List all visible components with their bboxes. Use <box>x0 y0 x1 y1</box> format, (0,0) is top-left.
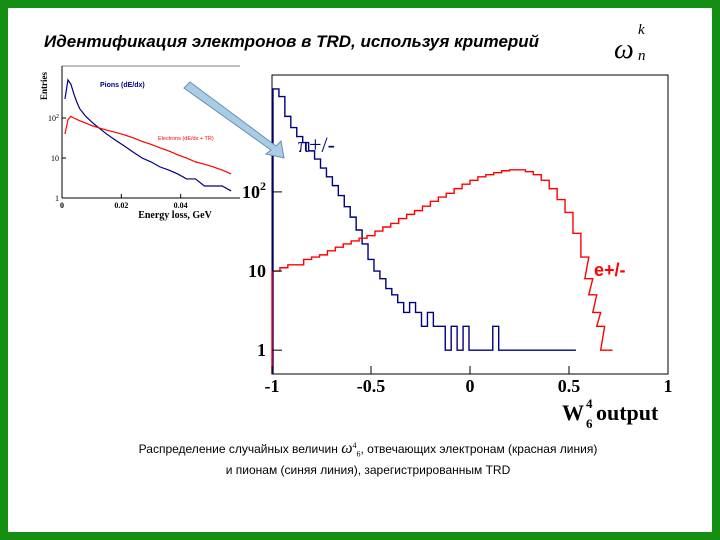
main-y-tick-label: 1 <box>257 340 266 360</box>
pointer-arrow <box>183 81 285 159</box>
main-x-axis-label-sub: 6 <box>586 416 593 431</box>
inset-x-axis-label: Energy loss, GeV <box>138 210 212 221</box>
main-plot-frame <box>271 74 669 375</box>
caption-sub: 6 <box>356 449 361 459</box>
inset-y-tick-label: 1 <box>55 194 59 203</box>
main-x-tick-label: 0 <box>466 376 475 396</box>
slide-title: Идентификация электронов в TRD, использу… <box>44 32 540 51</box>
main-y-tick-label: 102 <box>242 179 266 202</box>
inset-series-line-electrons <box>64 115 232 175</box>
criterion-sup: k <box>638 22 645 38</box>
caption-line-2: и пионам (синяя линия), зарегистрированн… <box>225 463 511 478</box>
pion-series-label: π+/- <box>298 132 335 157</box>
caption-omega: ω <box>341 440 353 457</box>
criterion-formula: ω k n <box>614 22 656 66</box>
inset-y-axis-label: Entries <box>39 72 49 100</box>
electron-series-label: e+/- <box>594 260 626 280</box>
inset-y-tick-label: 10 <box>51 154 59 163</box>
main-x-tick-label: 0.5 <box>558 376 581 396</box>
caption-text-b: , отвечающих электронам (красная линия) <box>360 442 598 456</box>
inset-legend-pions: Pions (dE/dx) <box>100 82 145 89</box>
inset-x-tick-label: 0.02 <box>114 201 128 210</box>
main-series-line-pions <box>272 88 576 374</box>
main-x-axis-label-sup: 4 <box>586 396 593 411</box>
inset-y-tick-sup: 2 <box>56 114 59 120</box>
inset-legend-electrons: Electrons (dE/dx + TR) <box>158 136 214 142</box>
main-series-pions <box>272 88 576 374</box>
inset-y-tick-label: 102 <box>48 114 59 123</box>
main-series-line-electrons <box>271 169 613 374</box>
inset-chart: 0 0.02 0.04 1 10 102 Energy loss, GeV Entries Pi… <box>39 65 240 221</box>
caption-sup: 4 <box>352 441 357 450</box>
main-y-tick-label: 10 <box>248 261 266 281</box>
main-x-tick-label: 1 <box>664 376 673 396</box>
main-x-tick-label: -1 <box>265 376 280 396</box>
main-y-tick-sup: 2 <box>260 179 266 193</box>
criterion-sub: n <box>638 48 646 64</box>
main-series-electrons <box>271 169 613 374</box>
figure-caption: Распределение случайных величин ω46, отв… <box>68 438 668 478</box>
inset-series-line-pions <box>64 78 232 192</box>
inset-x-tick-label: 0 <box>60 201 64 210</box>
main-x-axis-label-w: W <box>562 400 584 425</box>
caption-line-1: Распределение случайных величин ω46, отв… <box>68 438 668 462</box>
caption-text-a: Распределение случайных величин <box>138 442 338 456</box>
main-x-tick-label: -0.5 <box>357 376 386 396</box>
main-x-axis-label-tail: output <box>596 400 659 425</box>
inset-x-tick-label: 0.04 <box>174 201 188 210</box>
criterion-omega: ω <box>614 34 634 65</box>
